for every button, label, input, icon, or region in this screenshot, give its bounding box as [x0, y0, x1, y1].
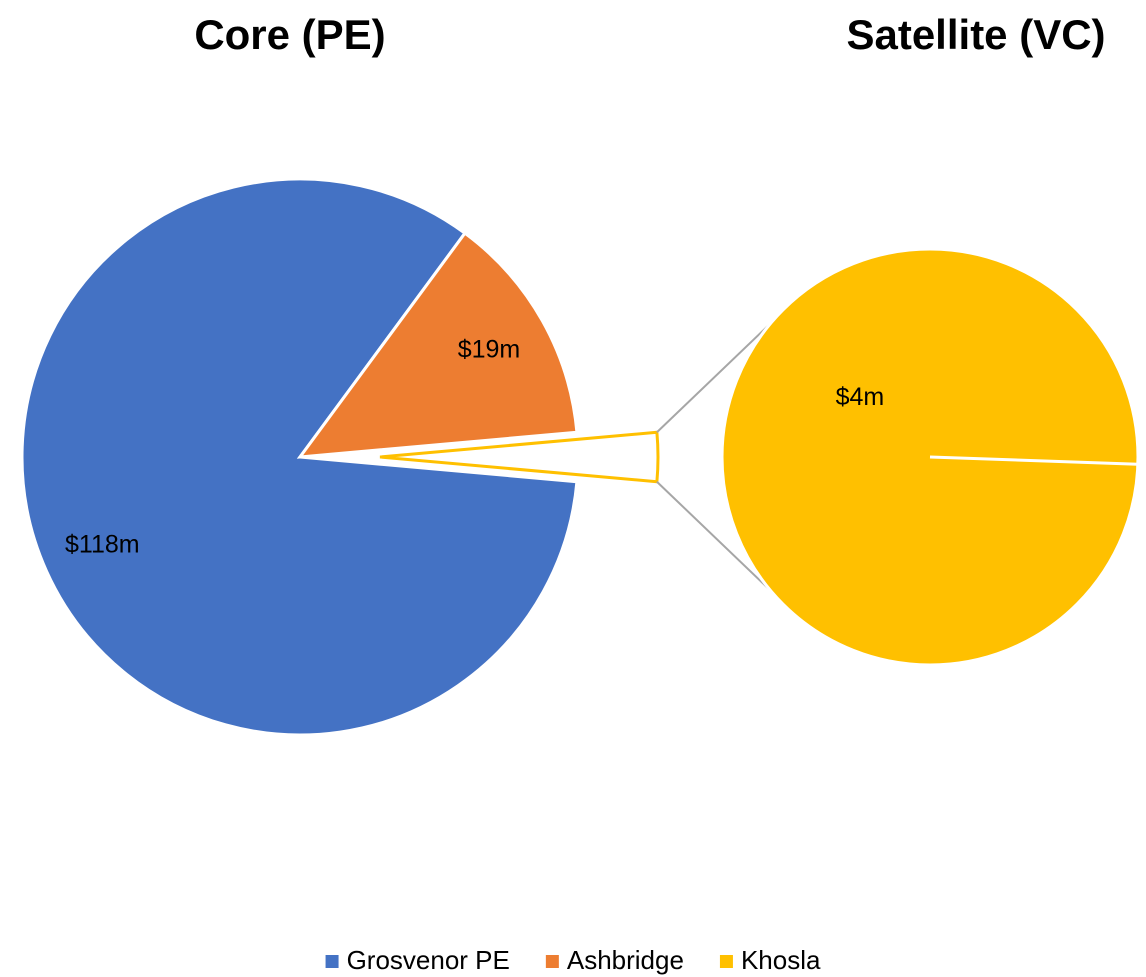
legend-swatch [545, 955, 559, 968]
pie-slice [296, 231, 579, 459]
slice-edge [929, 455, 1138, 466]
legend-label: Grosvenor PE [347, 945, 510, 975]
legend-swatch [325, 955, 339, 968]
data-label: $118m [65, 531, 140, 559]
pie-slice [379, 430, 660, 484]
connector [656, 322, 772, 433]
legend-label: Khosla [741, 945, 821, 975]
chart-title: Core (PE) [194, 11, 385, 58]
secondary-title: Satellite (VC) [846, 11, 1105, 58]
data-label: $19m [458, 335, 521, 363]
data-label: $4m [836, 383, 885, 411]
legend-swatch [719, 955, 733, 968]
connector [656, 481, 772, 592]
legend-label: Ashbridge [567, 945, 684, 975]
